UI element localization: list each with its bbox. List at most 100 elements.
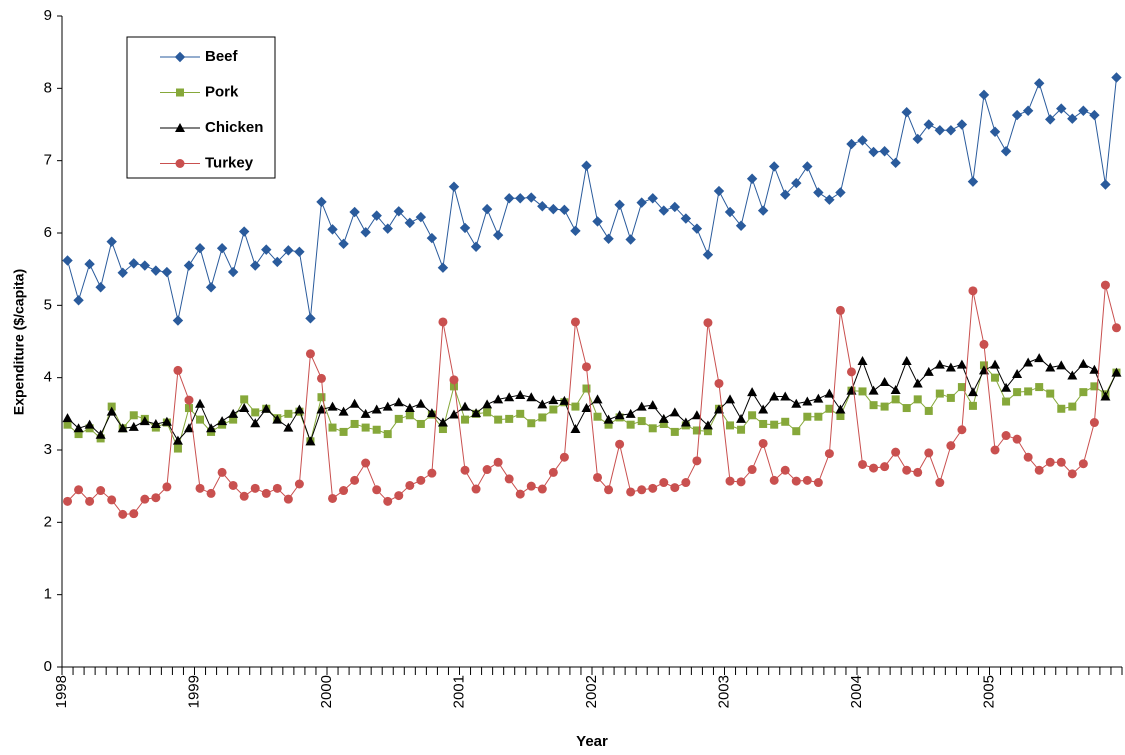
- data-point: [691, 223, 703, 234]
- data-point: [95, 429, 106, 439]
- data-point: [581, 362, 591, 372]
- data-point: [868, 385, 879, 395]
- data-point: [692, 456, 702, 466]
- data-point: [404, 217, 416, 229]
- data-point: [946, 393, 955, 402]
- data-point: [63, 420, 72, 429]
- legend-label: Turkey: [205, 154, 254, 171]
- data-point: [537, 484, 547, 494]
- data-point: [404, 403, 415, 413]
- data-point: [383, 496, 393, 506]
- data-point: [195, 483, 205, 493]
- data-point: [957, 425, 967, 435]
- data-point: [426, 232, 438, 244]
- data-point: [294, 479, 304, 489]
- data-point: [802, 475, 812, 485]
- data-point: [526, 481, 536, 491]
- data-point: [593, 472, 603, 482]
- data-point: [990, 359, 1001, 369]
- data-point: [736, 477, 746, 487]
- series-line: [67, 364, 1117, 451]
- data-point: [327, 224, 338, 235]
- data-point: [724, 206, 736, 218]
- data-point: [759, 419, 768, 428]
- data-point: [261, 488, 271, 498]
- data-point: [1111, 72, 1122, 83]
- data-point: [901, 106, 912, 118]
- data-point: [835, 305, 845, 315]
- data-point: [382, 223, 393, 234]
- data-point: [736, 413, 747, 423]
- data-point: [1046, 389, 1055, 398]
- data-point: [438, 425, 447, 434]
- data-point: [338, 406, 349, 416]
- y-tick-label: 5: [44, 296, 52, 313]
- data-point: [879, 146, 890, 157]
- data-point: [989, 126, 1001, 137]
- data-point: [283, 245, 294, 256]
- data-point: [781, 417, 790, 426]
- data-point: [747, 387, 758, 397]
- data-point: [470, 241, 482, 252]
- data-point: [835, 404, 846, 414]
- data-point: [84, 419, 95, 429]
- data-point: [747, 465, 757, 475]
- data-point: [482, 399, 493, 409]
- data-point: [636, 197, 647, 208]
- data-point: [858, 387, 867, 396]
- data-point: [460, 401, 471, 411]
- data-point: [924, 406, 933, 415]
- data-point: [74, 430, 83, 439]
- data-point: [913, 395, 922, 404]
- data-point: [284, 409, 293, 418]
- data-point: [350, 475, 360, 485]
- data-point: [527, 419, 536, 428]
- data-point: [780, 391, 791, 401]
- data-point: [349, 398, 360, 408]
- data-point: [129, 411, 138, 420]
- data-point: [63, 496, 73, 506]
- data-point: [283, 422, 294, 432]
- data-point: [658, 413, 669, 423]
- y-axis-label: Expenditure ($/capita): [11, 269, 27, 415]
- data-point: [140, 494, 150, 504]
- data-point: [691, 410, 702, 420]
- data-point: [383, 430, 392, 439]
- data-point: [382, 401, 393, 411]
- data-point: [757, 205, 769, 216]
- data-point: [415, 398, 426, 408]
- data-point: [1067, 370, 1078, 380]
- data-point: [769, 475, 779, 485]
- data-point: [825, 404, 834, 413]
- data-point: [1000, 146, 1012, 157]
- data-point: [394, 491, 404, 501]
- data-point: [338, 238, 349, 250]
- data-point: [128, 421, 139, 431]
- data-point: [416, 475, 426, 485]
- data-point: [294, 246, 305, 258]
- data-point: [991, 373, 1000, 382]
- data-point: [680, 213, 692, 224]
- data-point: [604, 485, 614, 495]
- data-point: [647, 193, 658, 204]
- series-line: [67, 284, 1117, 515]
- data-point: [393, 206, 404, 217]
- data-point: [238, 226, 250, 237]
- y-tick-label: 7: [44, 152, 52, 169]
- data-point: [726, 421, 735, 430]
- data-point: [934, 359, 945, 369]
- x-tick-label: 1999: [185, 675, 202, 708]
- y-tick-label: 8: [44, 79, 52, 96]
- data-point: [868, 146, 879, 158]
- data-point: [780, 189, 791, 200]
- data-point: [1045, 457, 1055, 467]
- data-point: [1023, 452, 1033, 462]
- data-point: [890, 157, 901, 169]
- data-point: [128, 258, 139, 269]
- y-tick-label: 2: [44, 513, 52, 530]
- data-point: [647, 400, 658, 410]
- data-point: [172, 315, 184, 326]
- data-point: [836, 412, 845, 421]
- data-point: [923, 119, 934, 130]
- data-point: [769, 391, 780, 401]
